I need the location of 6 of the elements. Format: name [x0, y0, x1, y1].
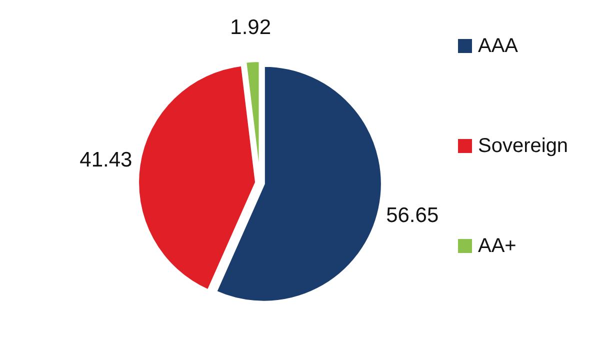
data-label: 41.43	[80, 148, 132, 172]
legend-label: AA+	[478, 235, 516, 257]
data-label: 56.65	[386, 204, 439, 227]
data-label: 1.92	[230, 16, 272, 40]
legend-label: Sovereign	[478, 135, 568, 157]
legend-label: AAA	[478, 35, 519, 57]
